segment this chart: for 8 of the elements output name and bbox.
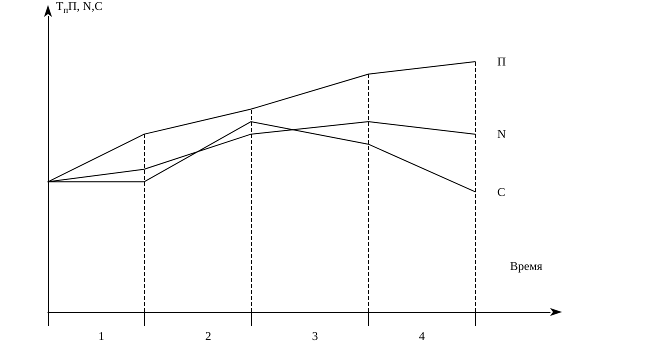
x-tick-label: 3 [312, 329, 318, 343]
series-label: N [497, 127, 506, 142]
series-label: С [497, 184, 506, 199]
x-axis-title: Время [510, 259, 543, 273]
x-tick-label: 2 [205, 329, 212, 343]
x-tick-label: 1 [98, 329, 104, 343]
series-label: П [497, 54, 506, 69]
x-tick-label: 4 [418, 329, 425, 343]
